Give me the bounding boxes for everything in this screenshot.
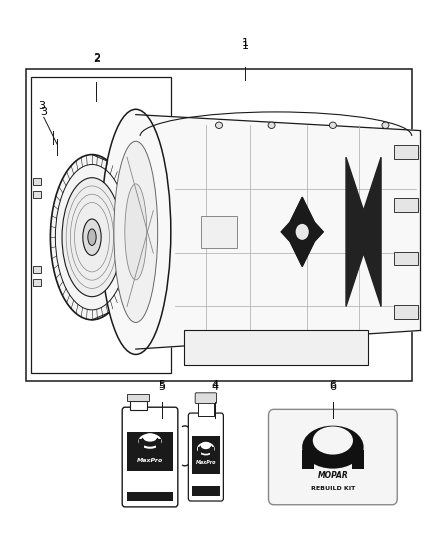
Ellipse shape xyxy=(101,109,171,354)
Bar xyxy=(139,439,144,448)
Ellipse shape xyxy=(83,219,101,255)
FancyBboxPatch shape xyxy=(268,409,397,505)
Text: 5: 5 xyxy=(159,382,166,392)
Bar xyxy=(130,401,148,410)
Bar xyxy=(26,69,412,381)
FancyBboxPatch shape xyxy=(195,393,216,403)
Bar xyxy=(33,266,41,273)
Bar xyxy=(127,491,173,501)
Text: REBUILD KIT: REBUILD KIT xyxy=(311,486,355,491)
Text: MaxPro: MaxPro xyxy=(196,461,216,465)
Ellipse shape xyxy=(139,435,161,448)
Bar xyxy=(33,279,41,286)
Bar xyxy=(302,450,314,469)
Text: MOPAR: MOPAR xyxy=(318,471,348,480)
Bar xyxy=(201,216,237,248)
Text: 1: 1 xyxy=(242,41,249,51)
Bar xyxy=(33,178,41,185)
Text: 4: 4 xyxy=(211,382,218,392)
Text: 4: 4 xyxy=(211,380,218,390)
Ellipse shape xyxy=(329,122,336,128)
Text: 2: 2 xyxy=(93,53,100,63)
Text: 2: 2 xyxy=(93,54,100,64)
Ellipse shape xyxy=(382,122,389,128)
Bar xyxy=(127,394,148,401)
Ellipse shape xyxy=(88,229,96,245)
Bar xyxy=(192,437,220,473)
Ellipse shape xyxy=(114,141,158,322)
Text: 5: 5 xyxy=(159,380,166,390)
Text: MaxPro: MaxPro xyxy=(137,458,163,463)
Ellipse shape xyxy=(62,177,122,297)
Polygon shape xyxy=(281,197,323,266)
Bar xyxy=(184,330,368,365)
Bar xyxy=(198,447,201,455)
Ellipse shape xyxy=(125,184,147,280)
Polygon shape xyxy=(346,157,381,306)
Ellipse shape xyxy=(201,442,211,449)
Bar xyxy=(156,439,161,448)
Text: 1: 1 xyxy=(242,38,249,48)
Ellipse shape xyxy=(313,426,353,455)
Ellipse shape xyxy=(268,122,275,128)
Bar xyxy=(352,450,364,469)
Bar xyxy=(394,305,418,319)
Bar xyxy=(394,198,418,212)
Ellipse shape xyxy=(296,224,309,240)
Bar xyxy=(192,486,220,496)
Bar xyxy=(394,252,418,265)
Bar xyxy=(394,145,418,159)
FancyBboxPatch shape xyxy=(122,407,178,507)
Ellipse shape xyxy=(302,426,364,469)
Bar xyxy=(210,447,214,455)
Text: 3: 3 xyxy=(38,101,45,111)
Bar xyxy=(33,191,41,198)
Ellipse shape xyxy=(50,155,134,320)
Bar xyxy=(127,432,173,471)
FancyBboxPatch shape xyxy=(188,413,223,501)
Text: 6: 6 xyxy=(329,382,336,392)
Polygon shape xyxy=(136,115,420,349)
Ellipse shape xyxy=(143,433,157,442)
Ellipse shape xyxy=(215,122,223,128)
Bar xyxy=(31,77,171,373)
Ellipse shape xyxy=(198,443,214,455)
Text: 6: 6 xyxy=(329,380,336,390)
Bar xyxy=(198,402,214,416)
Text: 3: 3 xyxy=(40,107,47,117)
